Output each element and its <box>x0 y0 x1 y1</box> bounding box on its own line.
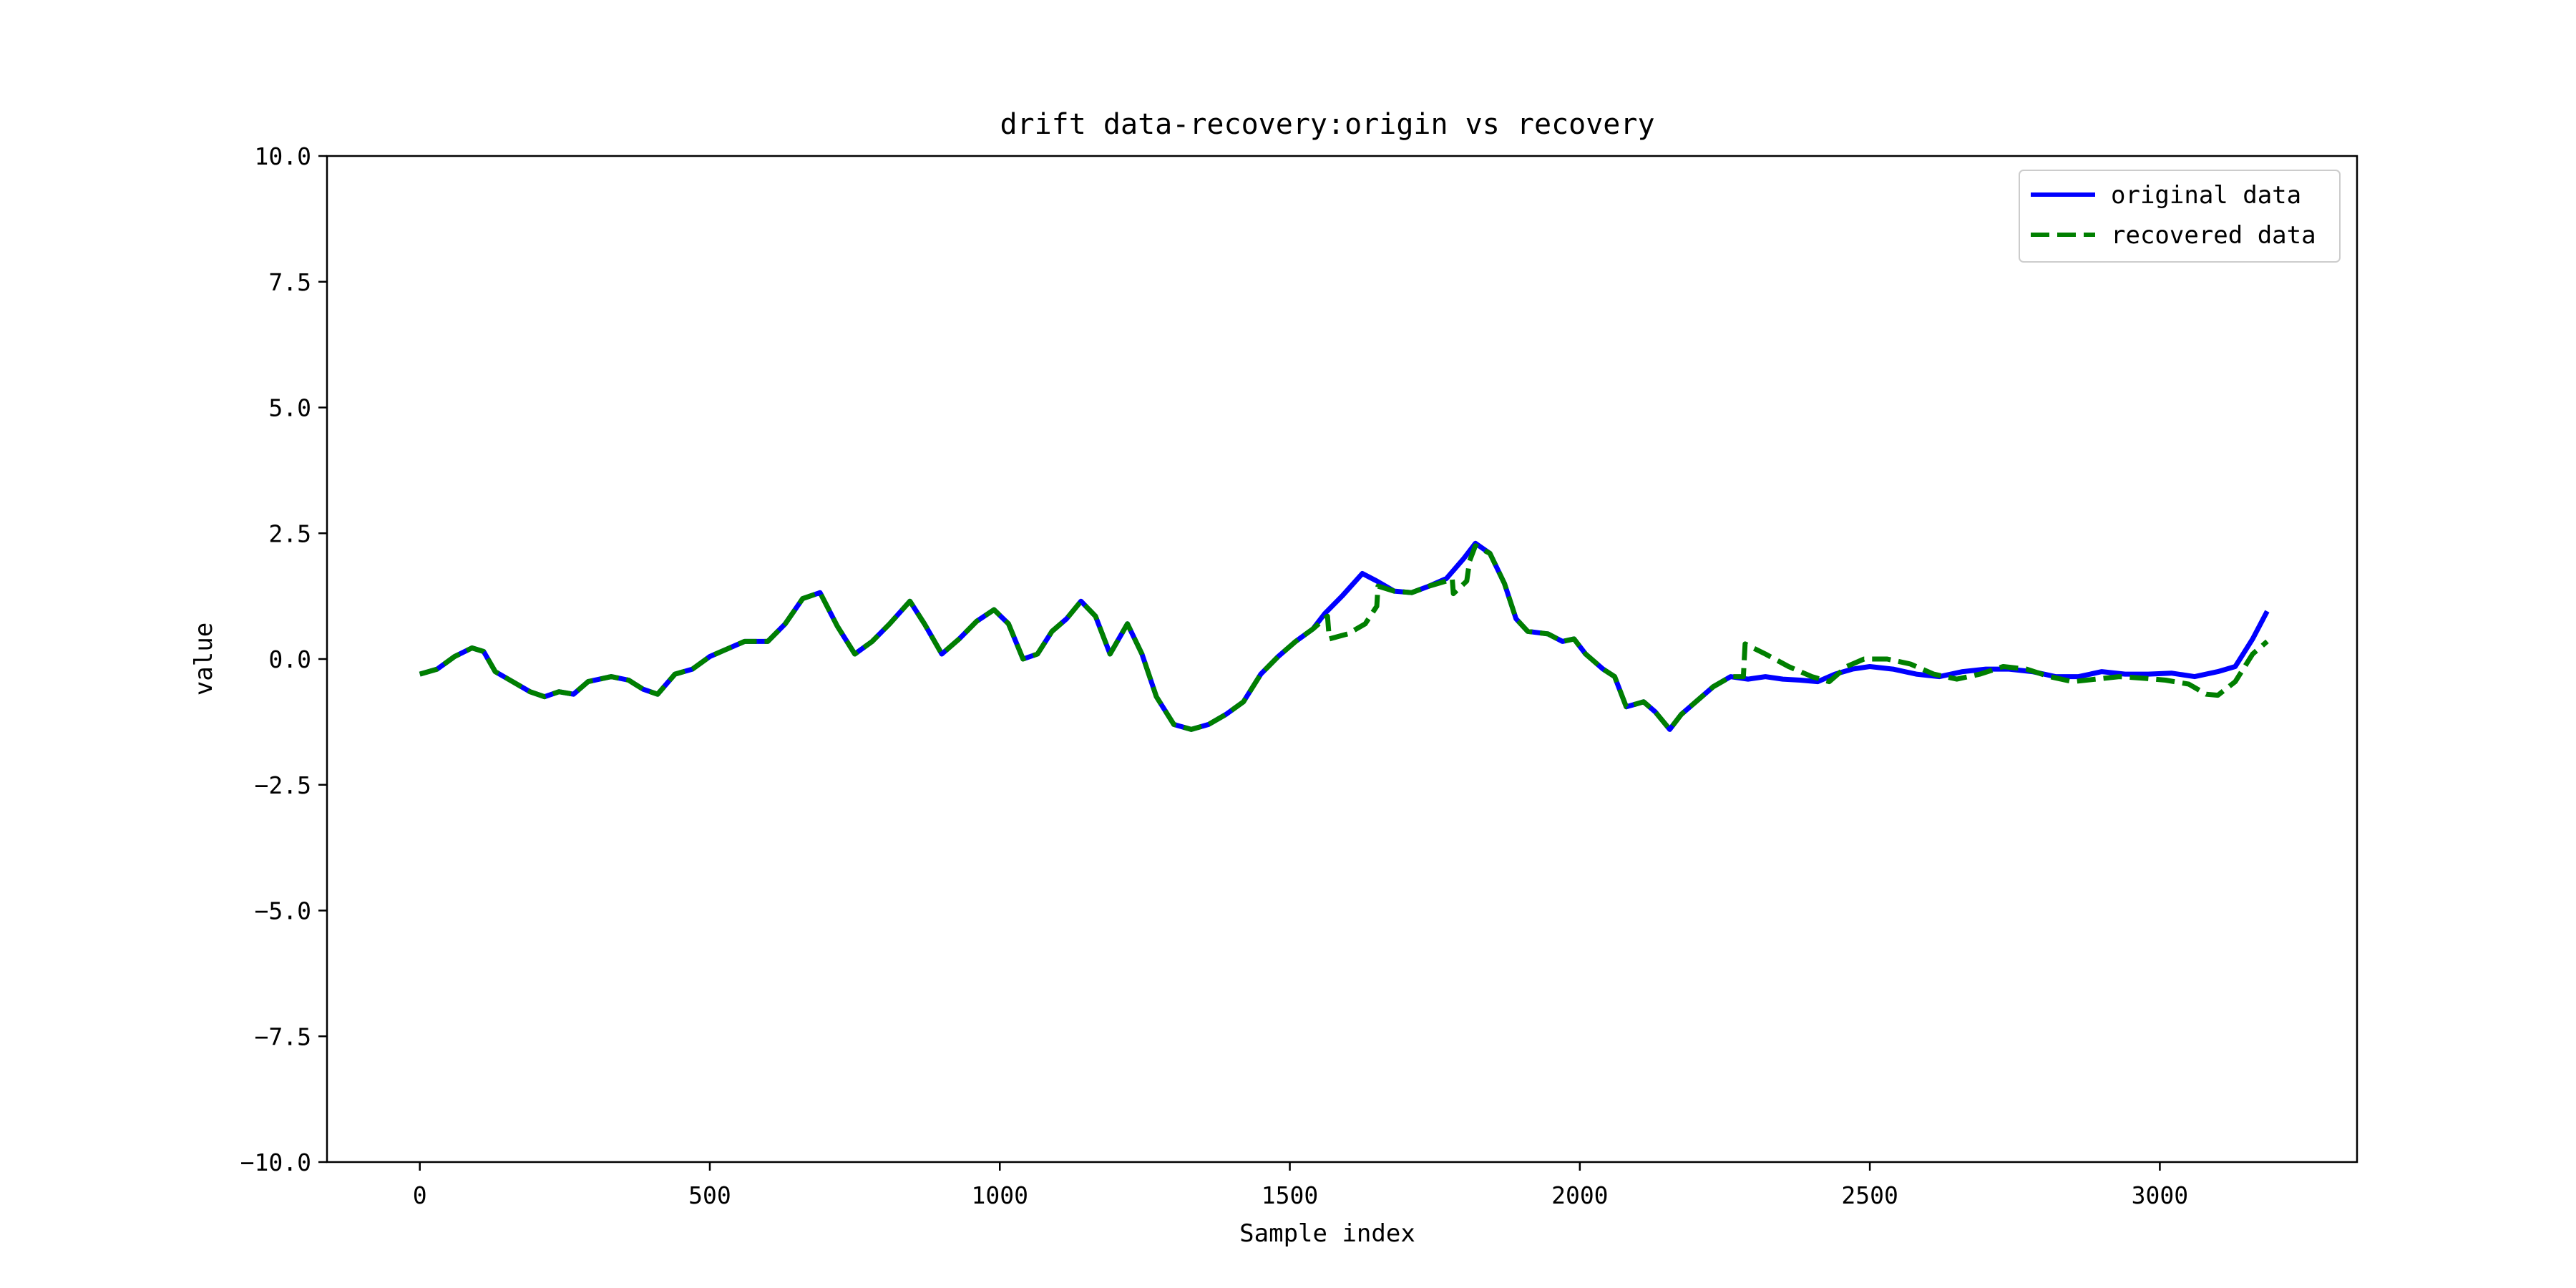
x-tick-label: 0 <box>413 1181 427 1209</box>
y-tick-label: 5.0 <box>268 394 311 422</box>
y-tick-label: −2.5 <box>255 771 311 799</box>
legend: original data recovered data <box>2019 170 2341 263</box>
x-tick-label: 2500 <box>1841 1181 1898 1209</box>
y-tick-label: −5.0 <box>255 897 311 925</box>
legend-label-recovered-data: recovered data <box>2111 221 2316 250</box>
series-line-recovered-data <box>419 543 2269 732</box>
x-tick-label: 3000 <box>2132 1181 2188 1209</box>
x-tick-label: 500 <box>688 1181 731 1209</box>
y-tick-label: 0.0 <box>268 645 311 673</box>
chart-title: drift data-recovery:origin vs recovery <box>1000 108 1654 141</box>
x-tick-label: 1000 <box>972 1181 1028 1209</box>
x-axis-title: Sample index <box>1239 1219 1415 1248</box>
y-axis-title: value <box>190 623 218 696</box>
x-tick-label: 2000 <box>1551 1181 1608 1209</box>
legend-label-original-data: original data <box>2111 181 2301 210</box>
x-axis: 0 500 1000 1500 2000 2500 3000 <box>413 1162 2188 1209</box>
y-tick-label: 2.5 <box>268 519 311 547</box>
y-axis: 10.0 7.5 5.0 2.5 0.0 −2.5 −5.0 −7.5 −10.0 <box>240 142 327 1176</box>
series-layer <box>419 540 2270 732</box>
y-tick-label: 10.0 <box>255 142 311 170</box>
y-tick-label: 7.5 <box>268 268 311 296</box>
y-tick-label: −7.5 <box>255 1023 311 1050</box>
legend-box <box>2019 170 2341 263</box>
x-tick-label: 1500 <box>1262 1181 1318 1209</box>
y-tick-label: −10.0 <box>240 1148 311 1176</box>
